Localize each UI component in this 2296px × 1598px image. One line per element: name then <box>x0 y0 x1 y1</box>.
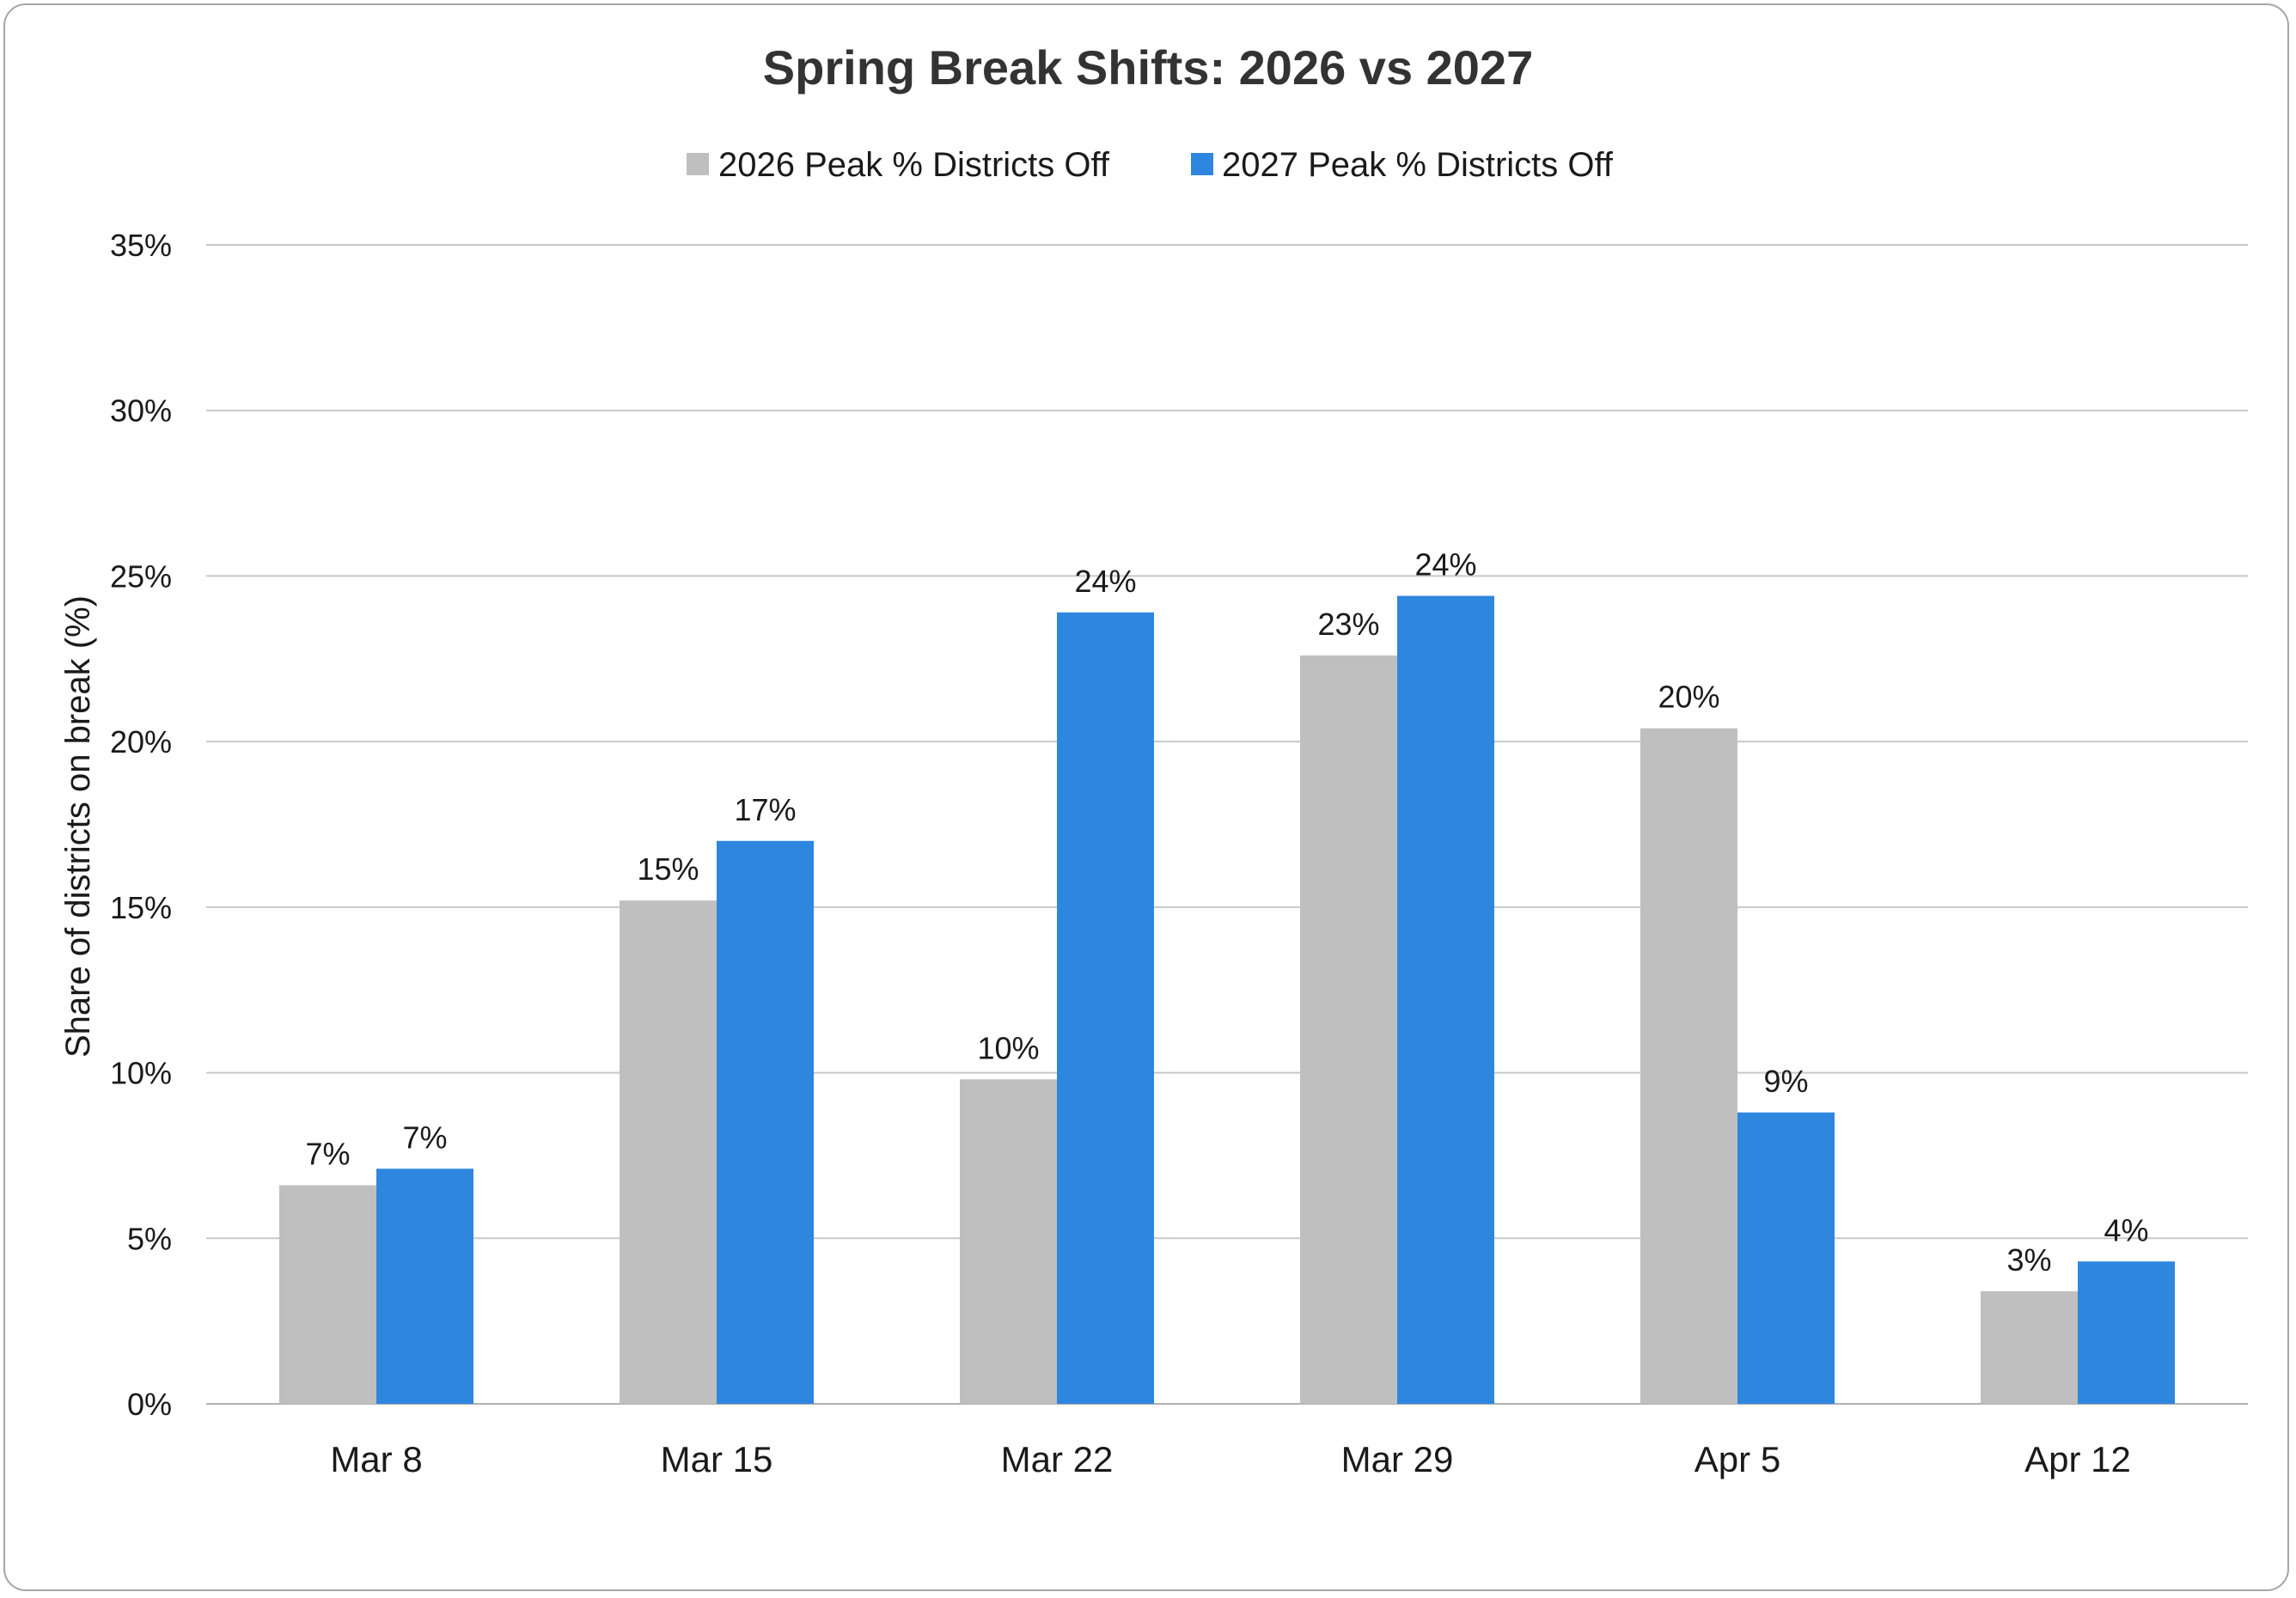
bar-2026 <box>1981 1290 2078 1404</box>
data-labels: 7% 7% 15% 17% 10% 24% 23% 24% 20% 9% 3% 4% <box>305 547 2148 1278</box>
x-tick-label: Mar 22 <box>1001 1439 1114 1479</box>
legend-swatch-2027 <box>1191 153 1213 175</box>
x-tick-label: Apr 5 <box>1695 1439 1780 1479</box>
bar-2026 <box>1300 655 1397 1404</box>
x-tick-label: Mar 15 <box>661 1439 773 1479</box>
data-label: 7% <box>402 1119 447 1155</box>
legend: 2026 Peak % Districts Off 2027 Peak % Di… <box>687 146 1614 184</box>
data-label: 4% <box>2104 1212 2148 1247</box>
y-tick-label: 15% <box>110 890 172 925</box>
x-tick-label: Mar 29 <box>1341 1439 1454 1479</box>
bar-2026 <box>1640 728 1737 1404</box>
chart-title: Spring Break Shifts: 2026 vs 2027 <box>763 40 1533 95</box>
y-axis-label: Share of districts on break (%) <box>59 595 97 1058</box>
legend-label-2027: 2027 Peak % Districts Off <box>1222 146 1614 184</box>
data-label: 10% <box>977 1030 1039 1065</box>
data-label: 9% <box>1763 1064 1808 1099</box>
bar-2027 <box>376 1168 473 1404</box>
y-tick-label: 25% <box>110 558 172 594</box>
legend-label-2026: 2026 Peak % Districts Off <box>718 146 1110 184</box>
bar-2027 <box>717 840 814 1404</box>
gridlines <box>206 244 2248 1405</box>
y-tick-label: 35% <box>110 228 172 263</box>
x-tick-label: Mar 8 <box>330 1439 422 1479</box>
y-axis-ticks: 0% 5% 10% 15% 20% 25% 30% 35% <box>110 228 172 1422</box>
data-label: 3% <box>2006 1242 2051 1278</box>
x-axis-ticks: Mar 8 Mar 15 Mar 22 Mar 29 Apr 5 Apr 12 <box>330 1439 2131 1479</box>
bar-2027 <box>2078 1261 2175 1404</box>
y-tick-label: 30% <box>110 393 172 429</box>
bars <box>279 595 2175 1404</box>
bar-2027 <box>1397 595 1494 1404</box>
bar-2027 <box>1737 1112 1835 1404</box>
data-label: 24% <box>1414 547 1476 582</box>
bar-2027 <box>1057 612 1154 1404</box>
legend-swatch-2026 <box>687 153 709 175</box>
y-tick-label: 10% <box>110 1056 172 1091</box>
data-label: 20% <box>1658 680 1719 715</box>
data-label: 24% <box>1074 564 1136 599</box>
data-label: 15% <box>637 851 699 887</box>
x-tick-label: Apr 12 <box>2024 1439 2131 1479</box>
y-tick-label: 20% <box>110 724 172 759</box>
y-tick-label: 5% <box>127 1221 172 1256</box>
bar-2026 <box>960 1079 1057 1404</box>
data-label: 7% <box>305 1137 350 1172</box>
y-tick-label: 0% <box>127 1387 172 1422</box>
data-label: 23% <box>1317 607 1379 642</box>
bar-2026 <box>620 900 717 1404</box>
bar-2026 <box>279 1185 376 1404</box>
data-label: 17% <box>734 792 796 827</box>
